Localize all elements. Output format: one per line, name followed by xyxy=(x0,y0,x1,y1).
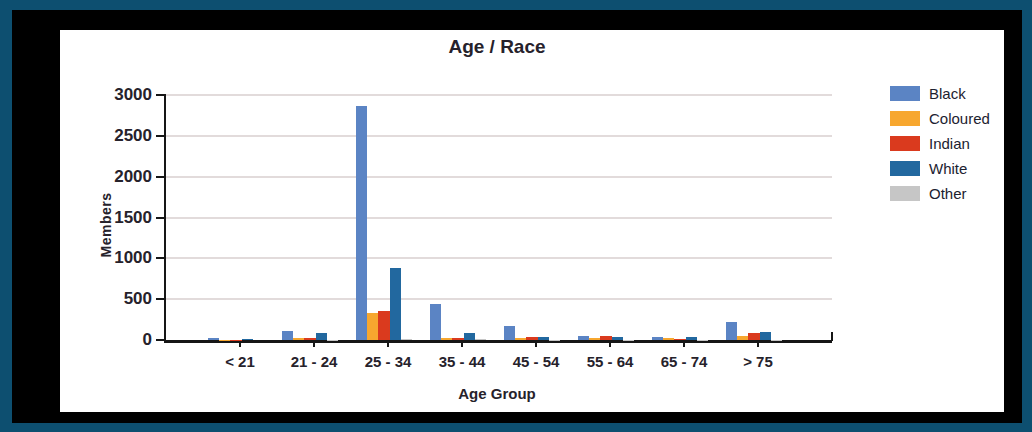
bar-other-3 xyxy=(401,339,412,340)
y-tick xyxy=(156,298,166,300)
bar-white-5 xyxy=(538,337,549,340)
window-frame: Age / Race Members 050010001500200025003… xyxy=(12,10,1022,423)
y-tick xyxy=(156,339,166,341)
bar-white-7 xyxy=(686,337,697,340)
y-tick xyxy=(156,217,166,219)
legend-swatch-other xyxy=(890,186,920,201)
y-tick-label: 2500 xyxy=(102,126,152,146)
legend-swatch-black xyxy=(890,86,920,101)
gridline xyxy=(166,298,832,300)
bar-coloured-7 xyxy=(663,338,674,340)
bar-indian-3 xyxy=(378,311,389,340)
x-tick-label: 25 - 34 xyxy=(346,353,430,370)
y-tick xyxy=(156,135,166,137)
x-tick-label: < 21 xyxy=(198,353,282,370)
y-tick-label: 1000 xyxy=(102,248,152,268)
gridline xyxy=(166,176,832,178)
x-tick xyxy=(757,340,759,347)
bar-black-1 xyxy=(208,338,219,340)
bar-black-7 xyxy=(652,337,663,340)
y-tick-label: 2000 xyxy=(102,167,152,187)
y-tick-label: 1500 xyxy=(102,208,152,228)
gridline xyxy=(166,217,832,219)
bar-other-4 xyxy=(475,339,486,340)
bar-black-8 xyxy=(726,322,737,340)
plot-area: 050010001500200025003000< 2121 - 2425 - … xyxy=(164,95,832,343)
legend-swatch-indian xyxy=(890,136,920,151)
bar-white-2 xyxy=(316,333,327,340)
y-tick xyxy=(156,257,166,259)
legend-item-white: White xyxy=(890,161,990,176)
x-tick xyxy=(387,340,389,347)
x-tick-label: 21 - 24 xyxy=(272,353,356,370)
bar-coloured-5 xyxy=(515,338,526,340)
bar-black-4 xyxy=(430,304,441,340)
x-tick xyxy=(609,340,611,347)
bar-white-8 xyxy=(760,332,771,340)
bar-coloured-4 xyxy=(441,338,452,340)
legend-label: Other xyxy=(929,186,967,201)
legend-label: Indian xyxy=(929,136,970,151)
legend-label: Coloured xyxy=(929,111,990,126)
bar-white-1 xyxy=(242,339,253,340)
x-tick-label: 65 - 74 xyxy=(642,353,726,370)
chart-title: Age / Race xyxy=(164,36,830,58)
x-axis-label: Age Group xyxy=(164,385,830,402)
bar-coloured-8 xyxy=(737,336,748,340)
bar-indian-2 xyxy=(304,338,315,340)
bar-coloured-2 xyxy=(293,338,304,340)
screenshot-root: { "window": { "outer_border_color": "#0d… xyxy=(0,0,1032,432)
chart-panel: Age / Race Members 050010001500200025003… xyxy=(60,30,1004,412)
y-tick-label: 0 xyxy=(102,330,152,350)
legend-swatch-coloured xyxy=(890,111,920,126)
legend-swatch-white xyxy=(890,161,920,176)
legend-item-other: Other xyxy=(890,186,990,201)
y-tick xyxy=(156,176,166,178)
legend-label: White xyxy=(929,161,967,176)
x-axis-end-tick xyxy=(831,332,833,341)
bar-coloured-6 xyxy=(589,338,600,340)
x-tick xyxy=(461,340,463,347)
y-tick-label: 3000 xyxy=(102,85,152,105)
legend-item-black: Black xyxy=(890,86,990,101)
bar-black-6 xyxy=(578,336,589,340)
x-tick-label: 45 - 54 xyxy=(494,353,578,370)
legend-item-indian: Indian xyxy=(890,136,990,151)
bar-black-3 xyxy=(356,106,367,340)
x-tick-label: > 75 xyxy=(716,353,800,370)
bar-white-6 xyxy=(612,337,623,340)
gridline xyxy=(166,94,832,96)
bar-white-3 xyxy=(390,268,401,340)
bar-black-5 xyxy=(504,326,515,340)
y-tick xyxy=(156,94,166,96)
legend-label: Black xyxy=(929,86,966,101)
bar-indian-7 xyxy=(674,339,685,340)
bar-indian-8 xyxy=(748,333,759,340)
x-tick xyxy=(239,340,241,347)
x-tick-label: 55 - 64 xyxy=(568,353,652,370)
gridline xyxy=(166,257,832,259)
x-tick xyxy=(535,340,537,347)
bar-white-4 xyxy=(464,333,475,340)
y-tick-label: 500 xyxy=(102,289,152,309)
bar-indian-4 xyxy=(452,338,463,340)
x-tick-label: 35 - 44 xyxy=(420,353,504,370)
gridline xyxy=(166,135,832,137)
bar-indian-5 xyxy=(526,337,537,340)
legend-item-coloured: Coloured xyxy=(890,111,990,126)
bar-black-2 xyxy=(282,331,293,340)
x-tick xyxy=(683,340,685,347)
bar-indian-6 xyxy=(600,336,611,340)
bar-coloured-3 xyxy=(367,313,378,340)
x-tick xyxy=(313,340,315,347)
legend: Black Coloured Indian White Other xyxy=(890,86,990,211)
